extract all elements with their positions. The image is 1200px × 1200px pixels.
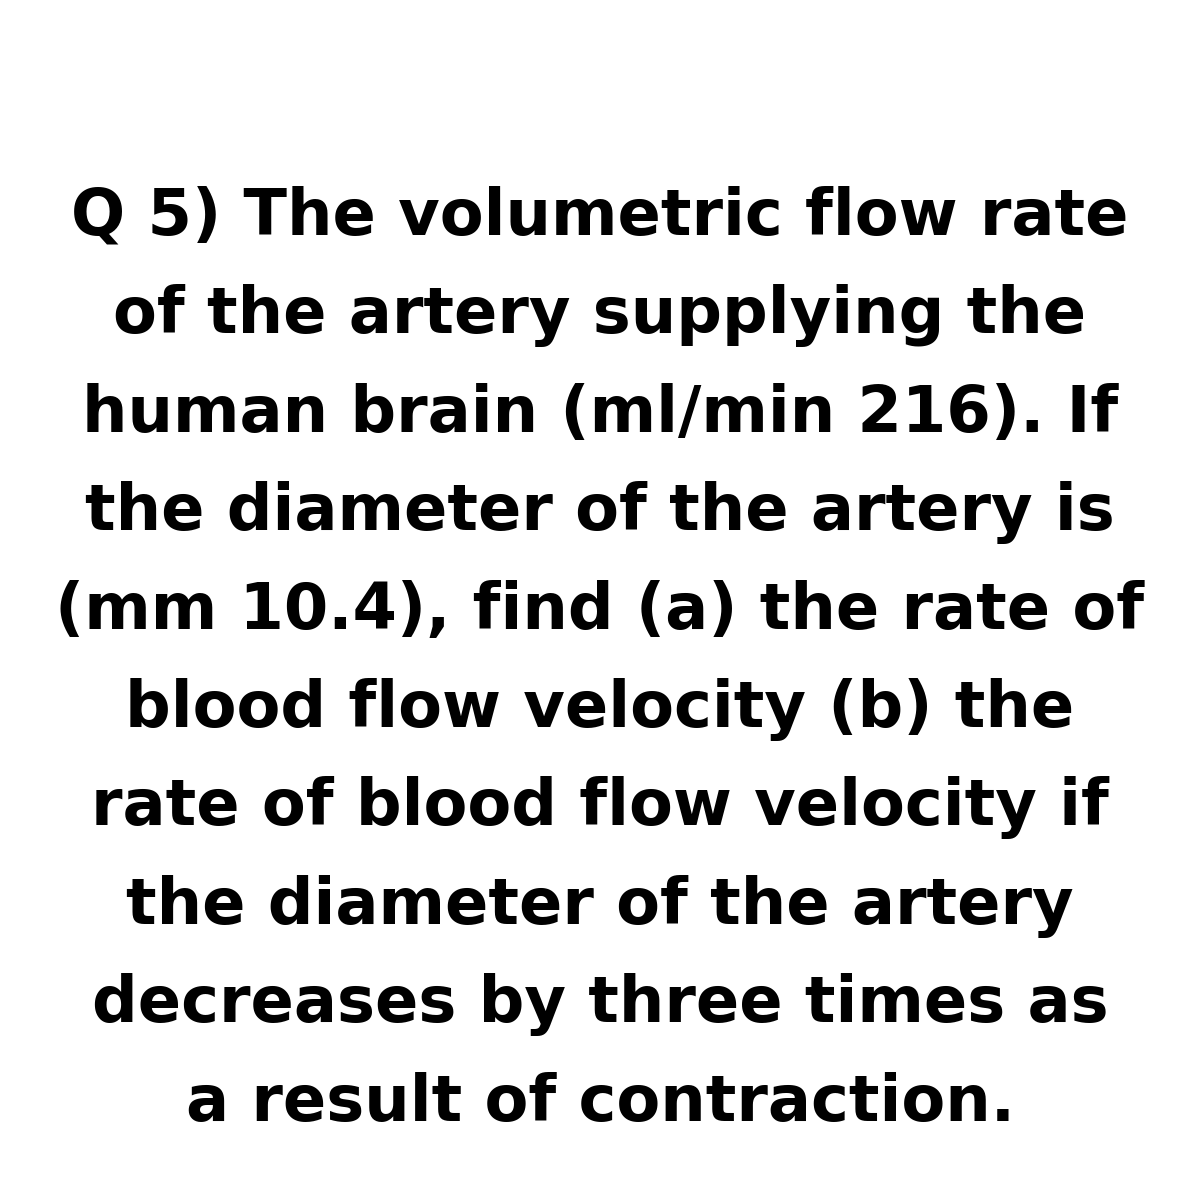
Text: blood flow velocity (b) the: blood flow velocity (b) the (125, 678, 1075, 742)
Text: the diameter of the artery: the diameter of the artery (126, 875, 1074, 938)
Text: of the artery supplying the: of the artery supplying the (114, 284, 1086, 348)
Text: a result of contraction.: a result of contraction. (186, 1072, 1014, 1134)
Text: Q 5) The volumetric flow rate: Q 5) The volumetric flow rate (71, 186, 1129, 248)
Text: rate of blood flow velocity if: rate of blood flow velocity if (91, 776, 1109, 840)
Text: the diameter of the artery is: the diameter of the artery is (85, 481, 1115, 545)
Text: decreases by three times as: decreases by three times as (91, 973, 1109, 1037)
Text: human brain (ml/min 216). If: human brain (ml/min 216). If (82, 383, 1118, 445)
Text: (mm 10.4), find (a) the rate of: (mm 10.4), find (a) the rate of (55, 580, 1145, 642)
